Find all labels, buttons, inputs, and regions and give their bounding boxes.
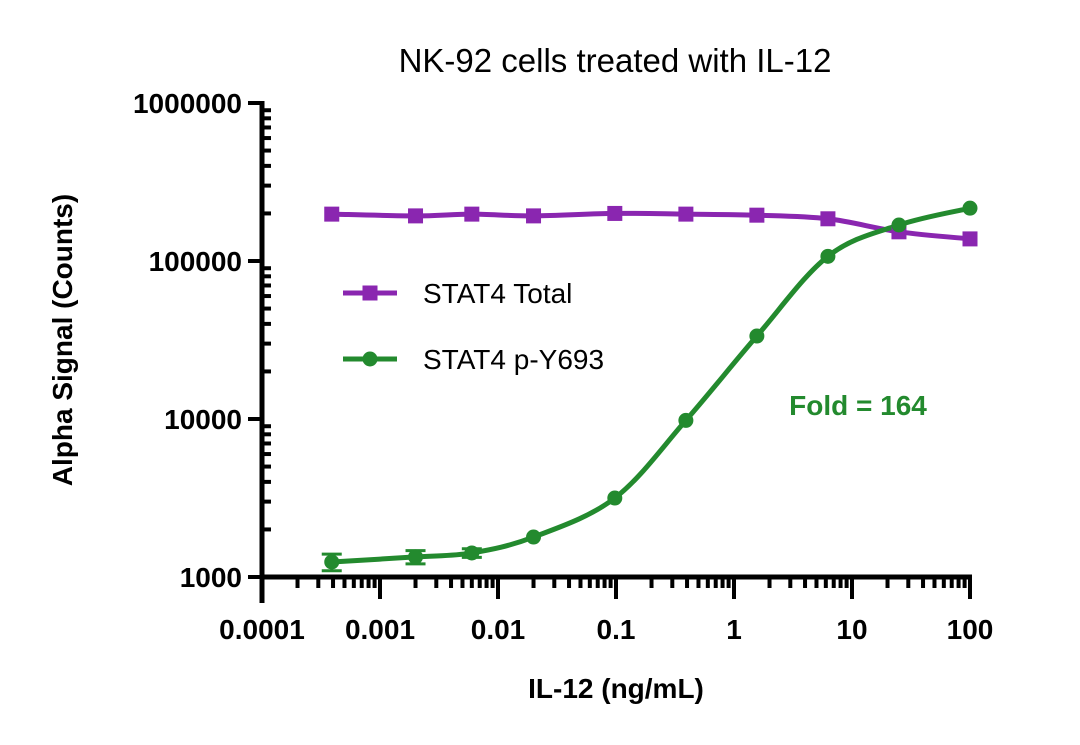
point-stat4-total: [820, 211, 836, 227]
annotations: Fold = 164: [789, 390, 927, 421]
fit-curves: [331, 205, 971, 565]
x-tick-label: 100: [947, 614, 994, 645]
data-points: [321, 200, 978, 573]
legend: STAT4 Total STAT4 p-Y693: [343, 278, 604, 375]
point-stat4-p-y693: [526, 529, 542, 545]
y-tick-label: 1000000: [133, 88, 242, 119]
legend-item: STAT4 Total: [343, 278, 572, 309]
point-stat4-p-y693: [891, 217, 907, 233]
point-stat4-total: [749, 207, 765, 223]
point-stat4-total: [607, 205, 623, 221]
point-stat4-p-y693: [324, 554, 340, 570]
legend-label: STAT4 Total: [423, 278, 572, 309]
x-tick-label: 0.0001: [219, 614, 305, 645]
legend-item: STAT4 p-Y693: [343, 344, 604, 375]
point-stat4-p-y693: [464, 545, 480, 561]
point-stat4-p-y693: [962, 200, 978, 216]
x-tick-label: 10: [836, 614, 867, 645]
point-stat4-p-y693: [820, 248, 836, 264]
legend-square-marker: [362, 285, 378, 301]
x-tick-label: 0.001: [345, 614, 415, 645]
point-stat4-total: [526, 208, 542, 224]
x-tick-label: 1: [726, 614, 742, 645]
point-stat4-p-y693: [749, 328, 765, 344]
x-axis-title: IL-12 (ng/mL): [528, 673, 704, 704]
axes: 1000 10000 100000 1000000 0.0001 0.001 0.01 0.1…: [133, 88, 993, 645]
point-stat4-p-y693: [408, 549, 424, 565]
point-stat4-total: [678, 206, 694, 222]
point-stat4-total: [464, 206, 480, 222]
x-tick-label: 0.1: [597, 614, 636, 645]
point-stat4-total: [962, 231, 978, 247]
point-stat4-total: [408, 208, 424, 224]
legend-label: STAT4 p-Y693: [423, 344, 604, 375]
x-tick-label: 0.01: [471, 614, 526, 645]
point-stat4-p-y693: [607, 490, 623, 506]
point-stat4-p-y693: [678, 412, 694, 428]
chart-title: NK-92 cells treated with IL-12: [399, 42, 832, 79]
y-tick-label: 100000: [149, 246, 242, 277]
fold-annotation: Fold = 164: [789, 390, 927, 421]
curve-stat4-total: [331, 210, 971, 242]
y-tick-label: 10000: [164, 404, 242, 435]
point-stat4-total: [324, 206, 340, 222]
y-axis-title: Alpha Signal (Counts): [47, 194, 78, 486]
curve-stat4-p-y693: [331, 205, 971, 565]
legend-circle-marker: [362, 351, 378, 367]
y-tick-label: 1000: [180, 562, 242, 593]
